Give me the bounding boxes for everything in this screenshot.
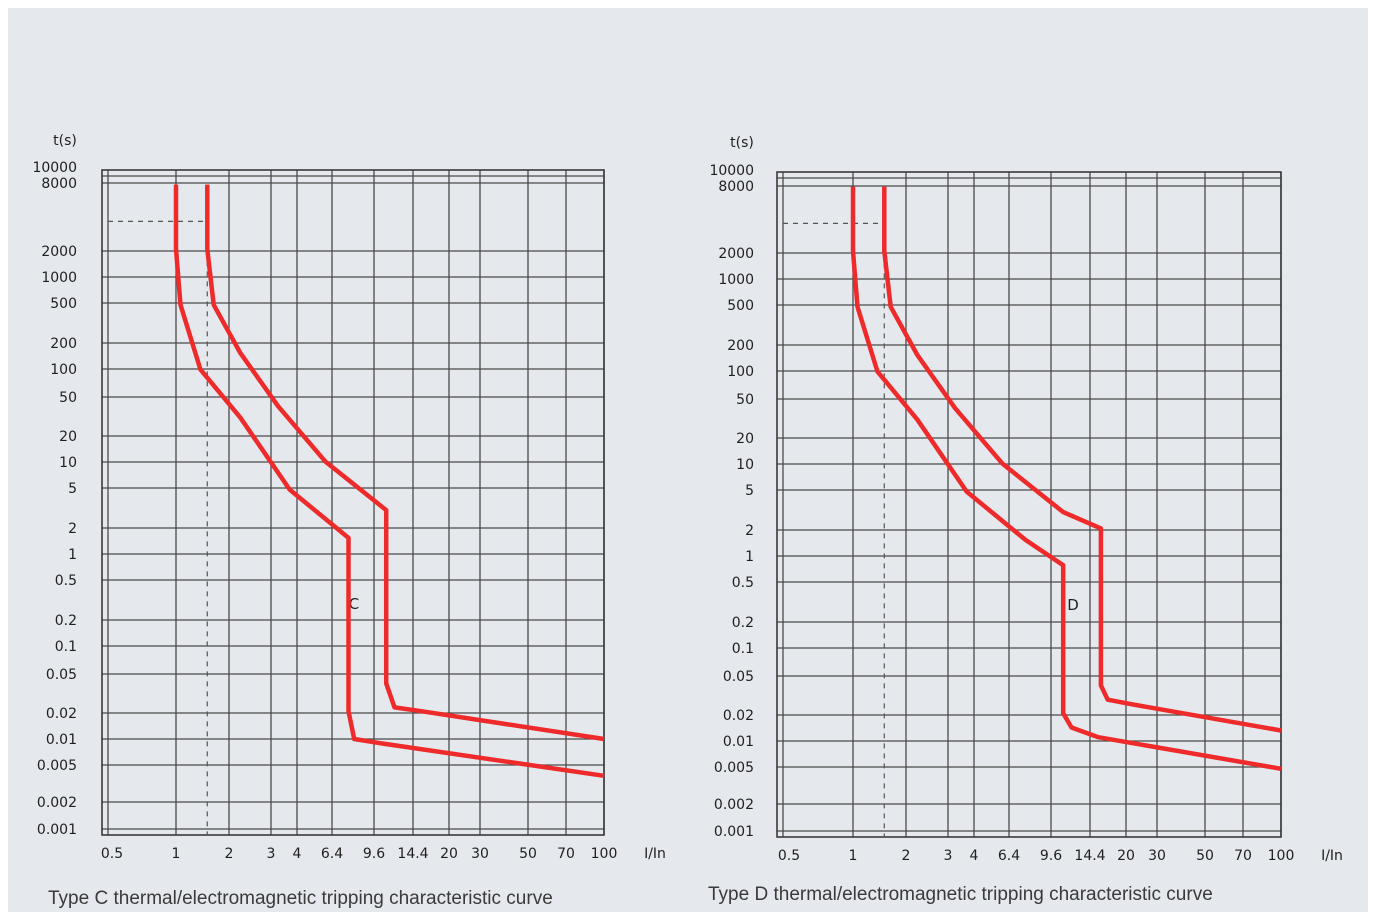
y-tick-label: 10000: [32, 160, 77, 176]
x-tick-label: 30: [1148, 848, 1166, 864]
y-tick-label: 1000: [41, 270, 77, 286]
y-tick-label: 200: [727, 338, 754, 354]
type-d-chart: t(s) I/In D Type D thermal/electromagnet…: [708, 135, 1343, 905]
x-tick-label: 0.5: [101, 846, 123, 862]
trip-curve-upper-bound: [205, 184, 605, 742]
x-tick-label: 100: [591, 846, 618, 862]
x-tick-label: 1: [172, 846, 181, 862]
x-tick-label: 4: [293, 846, 302, 862]
y-tick-label: 2000: [41, 244, 77, 260]
type-c-chart: t(s) I/In C Type C thermal/electromagnet…: [32, 133, 665, 909]
y-tick-label: 0.005: [714, 760, 754, 776]
y-tick-label: 0.002: [714, 797, 754, 813]
y-tick-label: 10: [59, 455, 77, 471]
y-tick-label: 50: [736, 392, 754, 408]
y-tick-label: 0.1: [55, 639, 77, 655]
y-tick-label: 200: [50, 336, 77, 352]
y-tick-label: 0.05: [46, 667, 77, 683]
x-tick-label: 20: [1117, 848, 1135, 864]
x-tick-label: 9.6: [1040, 848, 1062, 864]
gridlines: [102, 170, 605, 835]
x-tick-label: 1: [849, 848, 858, 864]
trip-curve-lower-bound: [850, 186, 1282, 772]
y-axis-label: t(s): [53, 133, 77, 149]
y-tick-label: 0.5: [732, 575, 754, 591]
y-tick-label: 20: [736, 431, 754, 447]
y-tick-label: 2000: [718, 246, 754, 262]
y-tick-label: 0.002: [37, 795, 77, 811]
chart-panel: [8, 8, 1368, 912]
y-tick-label: 0.2: [732, 615, 754, 631]
x-tick-label: 0.5: [778, 848, 800, 864]
y-tick-label: 2: [745, 523, 754, 539]
y-tick-label: 20: [59, 429, 77, 445]
x-tick-label: 14.4: [397, 846, 428, 862]
x-tick-label: 6.4: [998, 848, 1020, 864]
x-tick-label: 50: [519, 846, 537, 862]
y-tick-label: 8000: [718, 179, 754, 195]
x-tick-label: 70: [557, 846, 575, 862]
x-axis-label: I/In: [1321, 848, 1343, 864]
y-tick-label: 1: [68, 547, 77, 563]
x-tick-label: 50: [1196, 848, 1214, 864]
y-tick-label: 0.05: [723, 669, 754, 685]
y-tick-label: 1000: [718, 272, 754, 288]
chart-caption: Type D thermal/electromagnetic tripping …: [708, 884, 1213, 905]
x-tick-label: 6.4: [321, 846, 343, 862]
y-tick-label: 100: [50, 362, 77, 378]
y-tick-label: 0.001: [37, 822, 77, 838]
plot-frame: [776, 171, 1282, 838]
curve-label: D: [1067, 596, 1079, 614]
y-tick-label: 10000: [709, 163, 754, 179]
y-tick-label: 100: [727, 364, 754, 380]
y-tick-label: 0.5: [55, 573, 77, 589]
y-tick-label: 0.01: [46, 732, 77, 748]
y-tick-label: 5: [68, 481, 77, 497]
y-tick-label: 2: [68, 521, 77, 537]
curve-label: C: [349, 595, 359, 613]
x-tick-label: 14.4: [1074, 848, 1105, 864]
chart-caption: Type C thermal/electromagnetic tripping …: [48, 888, 553, 909]
y-axis-label: t(s): [730, 135, 754, 151]
y-tick-label: 0.01: [723, 734, 754, 750]
x-tick-label: 3: [944, 848, 953, 864]
y-tick-label: 0.1: [732, 641, 754, 657]
x-tick-label: 3: [267, 846, 276, 862]
y-tick-label: 10: [736, 457, 754, 473]
y-tick-label: 8000: [41, 176, 77, 192]
y-tick-label: 0.005: [37, 758, 77, 774]
y-tick-label: 50: [59, 390, 77, 406]
x-tick-label: 4: [970, 848, 979, 864]
y-tick-label: 0.02: [723, 708, 754, 724]
x-tick-label: 20: [440, 846, 458, 862]
x-axis-label: I/In: [644, 846, 666, 862]
x-tick-label: 2: [902, 848, 911, 864]
x-tick-label: 100: [1268, 848, 1295, 864]
x-tick-label: 9.6: [363, 846, 385, 862]
x-tick-label: 70: [1234, 848, 1252, 864]
x-tick-label: 30: [471, 846, 489, 862]
y-tick-label: 500: [727, 298, 754, 314]
y-tick-label: 1: [745, 549, 754, 565]
plot-frame: [101, 169, 605, 836]
y-tick-label: 0.2: [55, 613, 77, 629]
y-tick-label: 5: [745, 483, 754, 499]
x-tick-label: 2: [225, 846, 234, 862]
trip-curve-lower-bound: [173, 184, 605, 779]
y-tick-label: 0.02: [46, 706, 77, 722]
y-tick-label: 500: [50, 296, 77, 312]
y-tick-label: 0.001: [714, 824, 754, 840]
trip-curve-upper-bound: [882, 186, 1282, 733]
